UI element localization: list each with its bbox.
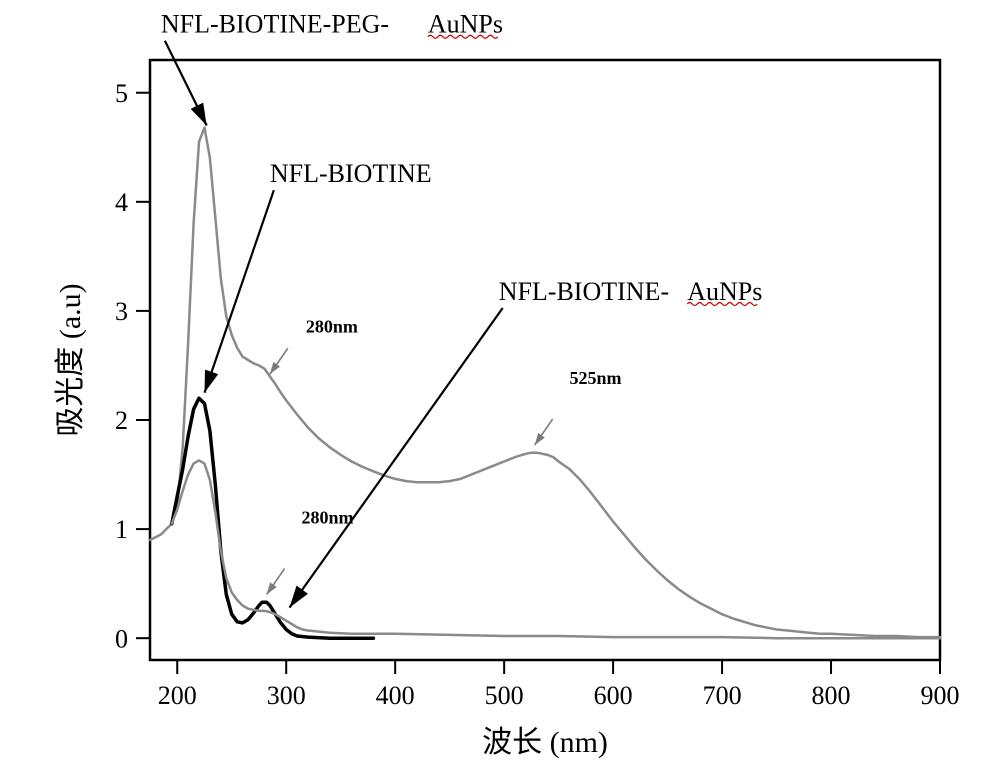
series-nfl-biotine-aunps	[172, 460, 940, 638]
anno-aunps-tail-label: AuNPs	[687, 277, 762, 306]
x-tick-label: 600	[594, 681, 633, 710]
anno-peg-aunps-tail-label: AuNPs	[428, 10, 503, 39]
x-tick-label: 800	[812, 681, 851, 710]
x-axis-ticks: 200 300 400 500 600 700 800 900	[158, 660, 960, 710]
y-tick-label: 4	[115, 188, 128, 217]
y-tick-label: 3	[115, 297, 128, 326]
x-tick-label: 500	[485, 681, 524, 710]
y-tick-label: 1	[115, 515, 128, 544]
anno-biotine-label: NFL-BIOTINE	[270, 159, 432, 188]
anno-aunps-label: NFL-BIOTINE-	[499, 277, 669, 306]
x-axis-label: 波长 (nm)	[482, 726, 608, 759]
plot-frame	[150, 60, 940, 660]
x-tick-label: 300	[267, 681, 306, 710]
y-axis-label: 吸光度 (a.u)	[54, 283, 87, 436]
x-tick-label: 200	[158, 681, 197, 710]
y-tick-label: 5	[115, 79, 128, 108]
y-tick-label: 2	[115, 406, 128, 435]
x-tick-label: 700	[703, 681, 742, 710]
anno-525-label: 525nm	[570, 368, 622, 388]
annotation-layer: NFL-BIOTINE-PEG- AuNPs NFL-BIOTINE NFL-BIOT…	[161, 10, 762, 608]
anno-280-upper-label: 280nm	[306, 317, 358, 337]
uv-vis-spectrum-chart: 200300400500600700800900 012345 波长 (nm) …	[0, 0, 1000, 782]
anno-peg-aunps-label: NFL-BIOTINE-PEG-	[161, 10, 389, 39]
y-tick-label: 0	[115, 624, 128, 653]
anno-280-lower-label: 280nm	[301, 508, 353, 528]
x-tick-label: 900	[921, 681, 960, 710]
x-tick-label: 400	[376, 681, 415, 710]
y-axis-ticks: 0 1 2 3 4 5	[115, 79, 150, 653]
